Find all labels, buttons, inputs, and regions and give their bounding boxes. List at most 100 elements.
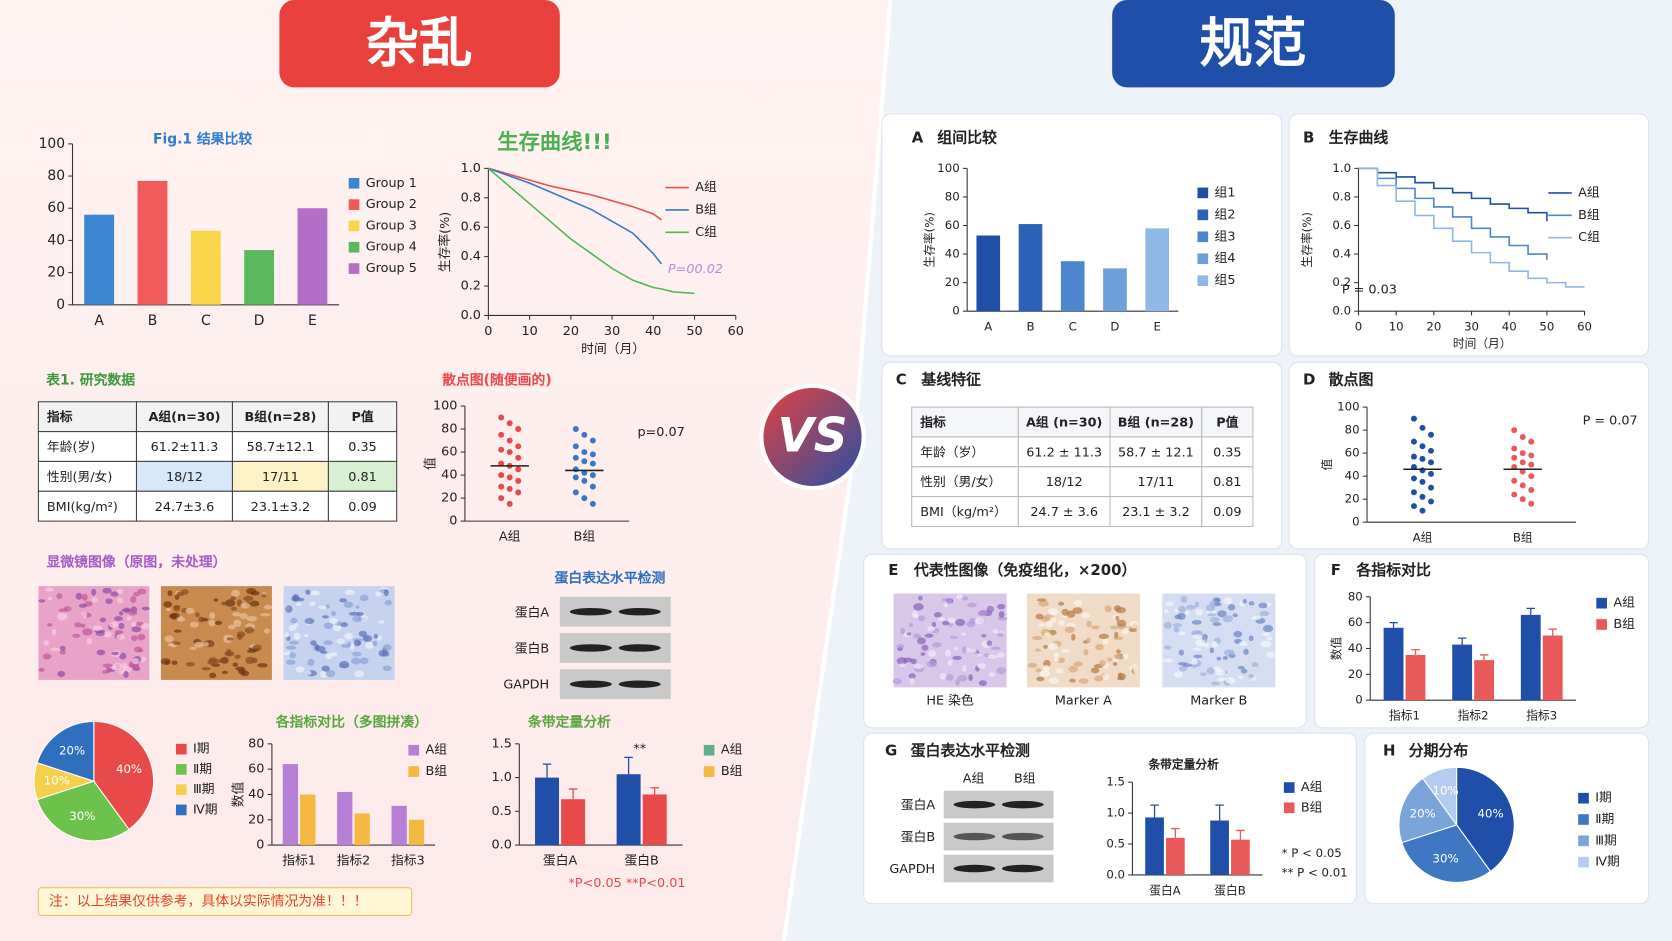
blot-label: 蛋白B [901, 829, 935, 845]
micrograph-texture [1184, 610, 1190, 615]
micrograph-texture [288, 625, 297, 631]
micrograph-texture [114, 629, 124, 635]
micrograph-texture [51, 628, 57, 636]
table-header: B组 (n=28) [1118, 415, 1194, 431]
dot [1519, 459, 1526, 466]
micrograph-texture [1173, 671, 1184, 678]
micrograph-texture [900, 627, 906, 635]
micrograph-texture [348, 611, 360, 616]
micrograph-texture [1060, 649, 1070, 653]
micrograph-texture [382, 665, 392, 671]
dot [572, 426, 579, 433]
legend-label: Group 4 [366, 240, 417, 255]
annotation: P = 0.07 [1583, 413, 1638, 428]
micrograph-texture [189, 621, 199, 628]
micrograph-texture [949, 635, 958, 639]
micrograph-texture [1211, 640, 1218, 648]
micrograph-texture [309, 601, 316, 607]
micrograph-texture [113, 616, 123, 622]
blot-label: GAPDH [889, 862, 935, 877]
dot [1410, 475, 1417, 482]
micrograph-texture [249, 600, 260, 607]
micrograph-texture [233, 619, 242, 627]
micrograph-texture [185, 607, 195, 614]
survival-line [1358, 167, 1548, 260]
micrograph-texture [1114, 631, 1119, 639]
micrograph-texture [918, 595, 923, 601]
x-tick-label: 蛋白B [1214, 883, 1245, 897]
dot [1528, 500, 1535, 507]
micrograph-texture [1237, 666, 1245, 670]
micrograph-texture [972, 653, 982, 657]
bar [1018, 224, 1043, 312]
legend-label: B组 [425, 764, 447, 779]
legend-swatch [348, 241, 360, 253]
micrograph-texture [137, 633, 146, 641]
micrograph-texture [1162, 658, 1174, 663]
micrograph-texture [956, 594, 964, 600]
y-tick-label: 0 [449, 514, 457, 529]
bar [1383, 627, 1404, 701]
micrograph-texture [1035, 613, 1044, 620]
micrograph-texture [1180, 595, 1188, 603]
dot [506, 500, 513, 507]
blot-band [1001, 800, 1044, 809]
micrograph-texture [351, 651, 362, 657]
micrograph-texture [325, 669, 336, 678]
table-text: 58.7±12.1 [247, 440, 315, 455]
dot [1419, 493, 1426, 500]
dot [1419, 478, 1426, 485]
micrograph-texture [131, 626, 142, 633]
dot [1428, 498, 1434, 505]
table-text: 23.1 ± 3.2 [1122, 505, 1190, 520]
micrograph-texture [928, 650, 937, 657]
pie-label: 10% [44, 774, 70, 788]
micrograph-texture [47, 623, 53, 627]
legend-label: 组3 [1215, 229, 1236, 244]
micrograph-texture [911, 610, 918, 618]
micrograph-texture [174, 594, 180, 600]
x-tick-label: D [1110, 320, 1119, 334]
y-tick-label: 20 [441, 491, 457, 506]
pie-label: 40% [116, 762, 142, 776]
blot-band [1001, 864, 1044, 873]
micrograph-texture [1206, 667, 1215, 675]
table-title: 表1. 研究数据 [45, 371, 135, 388]
y-tick-label: 20 [945, 275, 960, 289]
table-cell [1109, 466, 1203, 498]
micrograph-texture [81, 593, 88, 601]
micrograph-texture [290, 617, 298, 624]
vs-badge [759, 383, 866, 491]
micrograph-texture [167, 590, 173, 597]
micrograph-texture [1061, 608, 1069, 616]
table-text: 0.35 [1213, 445, 1241, 460]
micrograph-texture [96, 649, 106, 656]
micrograph-texture [1036, 676, 1045, 682]
micrograph-texture [1044, 632, 1051, 637]
micrograph-texture [1203, 642, 1210, 648]
dot [1410, 463, 1417, 470]
panel-letter: H [1383, 741, 1395, 759]
micrograph-texture [1216, 677, 1228, 681]
y-tick-label: 1.0 [1332, 161, 1351, 175]
lane-label: B组 [1014, 772, 1036, 787]
legend-label: A组 [1578, 185, 1600, 200]
table-text: 24.7±3.6 [155, 500, 215, 515]
micrograph-texture [230, 596, 236, 601]
micrograph-texture [217, 658, 225, 663]
x-tick-label: 20 [1426, 320, 1441, 334]
error-bar [624, 756, 633, 775]
micrograph-texture [91, 597, 98, 603]
micrograph-texture [1083, 649, 1089, 656]
micrograph-texture [359, 657, 369, 665]
panel-title: 分期分布 [1409, 741, 1469, 759]
y-tick-label: 40 [441, 468, 457, 483]
micrograph-texture [246, 649, 257, 653]
y-tick-label: 0.2 [461, 279, 481, 294]
micrograph-texture [1098, 633, 1109, 640]
micrograph-texture [921, 644, 929, 651]
x-tick-label: A组 [1413, 531, 1433, 545]
micrograph-texture [1199, 672, 1207, 676]
x-tick-label: C [1069, 320, 1077, 334]
dot [1410, 489, 1417, 496]
